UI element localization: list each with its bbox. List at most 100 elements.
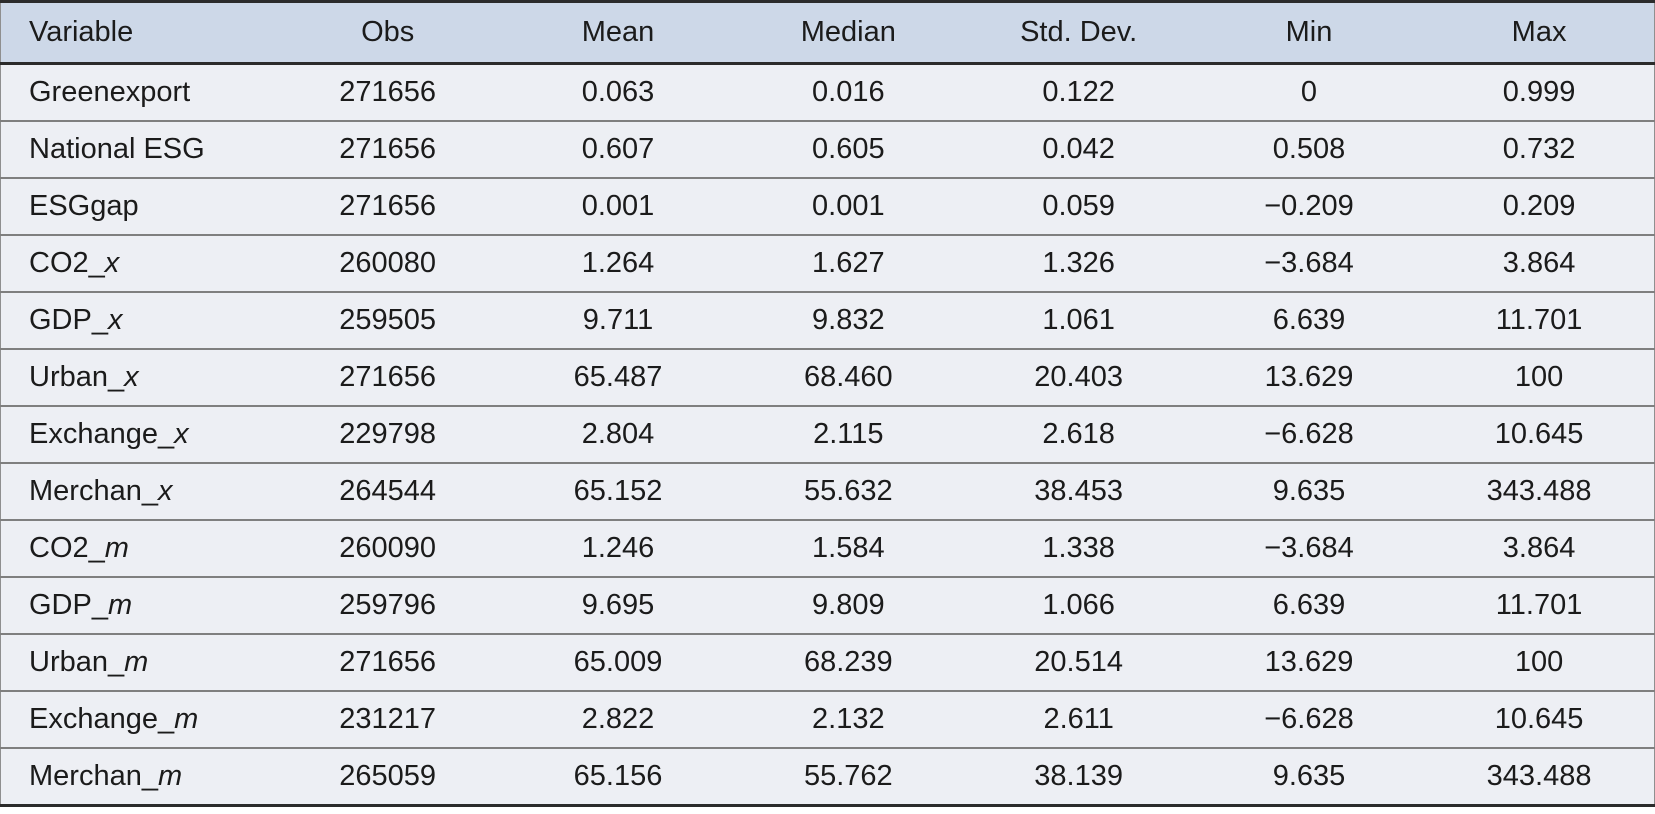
table-row: National ESG 271656 0.607 0.605 0.042 0.508 0.… [0,120,1655,178]
column-header-max: Max [1424,1,1655,65]
variable-subscript: m [107,589,133,621]
variable-name-cell: National ESG [0,120,273,178]
obs-value-cell: 229798 [272,405,503,463]
std-dev-value-cell: 38.139 [963,747,1194,806]
variable-subscript: m [174,703,199,735]
variable-subscript: x [124,361,139,393]
table-row: Exchange_m 231217 2.822 2.132 2.611 −6.628 10.… [0,690,1655,748]
std-dev-value-cell: 20.403 [963,348,1194,406]
min-value-cell: −3.684 [1193,519,1425,577]
variable-label: Greenexport [29,76,191,108]
variable-name-cell: Merchan_x [0,462,273,520]
std-dev-value-cell: 1.338 [963,519,1194,577]
min-value-cell: −6.628 [1193,405,1425,463]
median-value-cell: 55.762 [733,747,964,806]
variable-label: National ESG [29,133,205,165]
median-value-cell: 2.115 [733,405,964,463]
min-value-cell: 9.635 [1193,747,1425,806]
max-value-cell: 3.864 [1424,234,1655,292]
column-header-variable: Variable [0,1,273,65]
std-dev-value-cell: 1.061 [963,291,1194,349]
max-value-cell: 10.645 [1424,690,1655,748]
median-value-cell: 0.001 [733,177,964,235]
min-value-cell: 0 [1193,63,1425,121]
max-value-cell: 11.701 [1424,291,1655,349]
mean-value-cell: 65.156 [502,747,734,806]
std-dev-value-cell: 1.326 [963,234,1194,292]
mean-value-cell: 65.009 [502,633,734,691]
mean-value-cell: 1.264 [502,234,734,292]
variable-name-cell: Merchan_m [0,747,273,806]
variable-subscript: x [174,418,189,450]
table-body: Greenexport 271656 0.063 0.016 0.122 0 0.999 Na… [0,63,1655,806]
mean-value-cell: 9.711 [502,291,734,349]
std-dev-value-cell: 1.066 [963,576,1194,634]
max-value-cell: 100 [1424,633,1655,691]
mean-value-cell: 0.063 [502,63,734,121]
std-dev-value-cell: 0.059 [963,177,1194,235]
mean-value-cell: 0.001 [502,177,734,235]
std-dev-value-cell: 0.042 [963,120,1194,178]
table-row: GDP_x 259505 9.711 9.832 1.061 6.639 11.701 [0,291,1655,349]
min-value-cell: 13.629 [1193,633,1425,691]
column-header-mean: Mean [502,1,734,65]
std-dev-value-cell: 2.618 [963,405,1194,463]
table-row: Merchan_m 265059 65.156 55.762 38.139 9.635 34… [0,747,1655,806]
table-row: Greenexport 271656 0.063 0.016 0.122 0 0.999 [0,63,1655,121]
variable-name-cell: Exchange_m [0,690,273,748]
variable-label: GDP_ [29,304,108,336]
obs-value-cell: 231217 [272,690,503,748]
variable-label: GDP_ [29,589,108,621]
variable-name-cell: GDP_m [0,576,273,634]
mean-value-cell: 1.246 [502,519,734,577]
max-value-cell: 343.488 [1424,462,1655,520]
median-value-cell: 9.809 [733,576,964,634]
table-row: Exchange_x 229798 2.804 2.115 2.618 −6.628 10.… [0,405,1655,463]
max-value-cell: 10.645 [1424,405,1655,463]
variable-name-cell: Urban_m [0,633,273,691]
variable-subscript: x [104,247,120,279]
max-value-cell: 100 [1424,348,1655,406]
column-header-obs: Obs [272,1,503,65]
variable-name-cell: CO2_x [0,234,273,292]
variable-name-cell: CO2_m [0,519,273,577]
min-value-cell: 6.639 [1193,291,1425,349]
table-header: Variable Obs Mean Median Std. Dev. Min Max [0,1,1655,65]
column-header-median: Median [733,1,964,65]
variable-label: Merchan_ [29,475,158,507]
obs-value-cell: 260090 [272,519,503,577]
column-header-min: Min [1193,1,1425,65]
table-row: Merchan_x 264544 65.152 55.632 38.453 9.635 34… [0,462,1655,520]
mean-value-cell: 2.804 [502,405,734,463]
variable-label: ESGgap [29,190,139,222]
min-value-cell: −0.209 [1193,177,1425,235]
std-dev-value-cell: 38.453 [963,462,1194,520]
max-value-cell: 0.999 [1424,63,1655,121]
min-value-cell: 0.508 [1193,120,1425,178]
variable-label: CO2_ [29,532,105,564]
max-value-cell: 11.701 [1424,576,1655,634]
header-row: Variable Obs Mean Median Std. Dev. Min Max [0,1,1655,65]
table-row: Urban_x 271656 65.487 68.460 20.403 13.629 100 [0,348,1655,406]
obs-value-cell: 271656 [272,633,503,691]
mean-value-cell: 65.487 [502,348,734,406]
variable-label: Urban_ [29,646,125,678]
median-value-cell: 68.239 [733,633,964,691]
min-value-cell: 6.639 [1193,576,1425,634]
median-value-cell: 55.632 [733,462,964,520]
mean-value-cell: 2.822 [502,690,734,748]
obs-value-cell: 271656 [272,120,503,178]
median-value-cell: 0.605 [733,120,964,178]
obs-value-cell: 259796 [272,576,503,634]
variable-name-cell: Exchange_x [0,405,273,463]
mean-value-cell: 65.152 [502,462,734,520]
min-value-cell: −6.628 [1193,690,1425,748]
variable-subscript: m [157,760,183,792]
min-value-cell: −3.684 [1193,234,1425,292]
variable-name-cell: Greenexport [0,63,273,121]
obs-value-cell: 265059 [272,747,503,806]
variable-subscript: x [107,304,123,336]
max-value-cell: 343.488 [1424,747,1655,806]
table-row: ESGgap 271656 0.001 0.001 0.059 −0.209 0.209 [0,177,1655,235]
mean-value-cell: 9.695 [502,576,734,634]
